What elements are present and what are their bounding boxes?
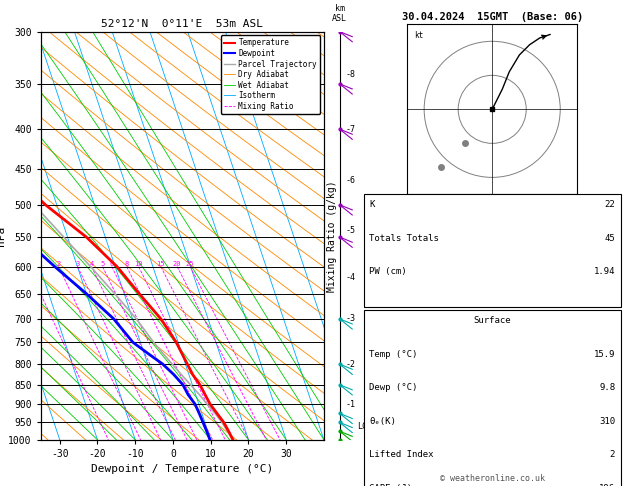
Text: -8: -8 bbox=[345, 69, 355, 79]
Text: Lifted Index: Lifted Index bbox=[369, 450, 434, 459]
Text: Totals Totals: Totals Totals bbox=[369, 234, 439, 243]
Text: 45: 45 bbox=[604, 234, 615, 243]
FancyBboxPatch shape bbox=[364, 310, 621, 486]
Text: 8: 8 bbox=[125, 260, 129, 267]
X-axis label: Dewpoint / Temperature (°C): Dewpoint / Temperature (°C) bbox=[91, 465, 274, 474]
Text: 22: 22 bbox=[604, 200, 615, 209]
Title: 52°12'N  0°11'E  53m ASL: 52°12'N 0°11'E 53m ASL bbox=[101, 19, 264, 30]
Text: -6: -6 bbox=[345, 176, 355, 185]
Text: 15.9: 15.9 bbox=[594, 349, 615, 359]
Text: 2: 2 bbox=[610, 450, 615, 459]
Y-axis label: hPa: hPa bbox=[0, 226, 6, 246]
Text: 2: 2 bbox=[57, 260, 61, 267]
Text: 10: 10 bbox=[135, 260, 143, 267]
Text: Temp (°C): Temp (°C) bbox=[369, 349, 418, 359]
Text: -7: -7 bbox=[345, 124, 355, 134]
Text: © weatheronline.co.uk: © weatheronline.co.uk bbox=[440, 474, 545, 483]
Text: 196: 196 bbox=[599, 484, 615, 486]
Text: 3: 3 bbox=[75, 260, 80, 267]
Y-axis label: Mixing Ratio (g/kg): Mixing Ratio (g/kg) bbox=[326, 180, 337, 292]
Text: 30.04.2024  15GMT  (Base: 06): 30.04.2024 15GMT (Base: 06) bbox=[401, 12, 583, 22]
Text: θₑ(K): θₑ(K) bbox=[369, 417, 396, 426]
Text: 15: 15 bbox=[157, 260, 165, 267]
Text: 310: 310 bbox=[599, 417, 615, 426]
Text: 1.94: 1.94 bbox=[594, 267, 615, 277]
Legend: Temperature, Dewpoint, Parcel Trajectory, Dry Adiabat, Wet Adiabat, Isotherm, Mi: Temperature, Dewpoint, Parcel Trajectory… bbox=[221, 35, 320, 114]
Text: 6: 6 bbox=[109, 260, 114, 267]
Text: -1: -1 bbox=[345, 399, 355, 409]
FancyBboxPatch shape bbox=[364, 194, 621, 307]
Text: 5: 5 bbox=[101, 260, 104, 267]
Text: CAPE (J): CAPE (J) bbox=[369, 484, 412, 486]
Text: LCL: LCL bbox=[357, 422, 372, 431]
Text: Dewp (°C): Dewp (°C) bbox=[369, 383, 418, 392]
Text: km
ASL: km ASL bbox=[332, 4, 347, 23]
Text: PW (cm): PW (cm) bbox=[369, 267, 407, 277]
Text: -5: -5 bbox=[345, 226, 355, 235]
Text: 4: 4 bbox=[89, 260, 94, 267]
Text: 25: 25 bbox=[186, 260, 194, 267]
Text: 9.8: 9.8 bbox=[599, 383, 615, 392]
Text: K: K bbox=[369, 200, 375, 209]
Text: -3: -3 bbox=[345, 314, 355, 323]
Text: -2: -2 bbox=[345, 360, 355, 369]
Text: 20: 20 bbox=[173, 260, 181, 267]
Text: -4: -4 bbox=[345, 273, 355, 282]
Text: kt: kt bbox=[414, 31, 423, 40]
Text: Surface: Surface bbox=[474, 316, 511, 325]
